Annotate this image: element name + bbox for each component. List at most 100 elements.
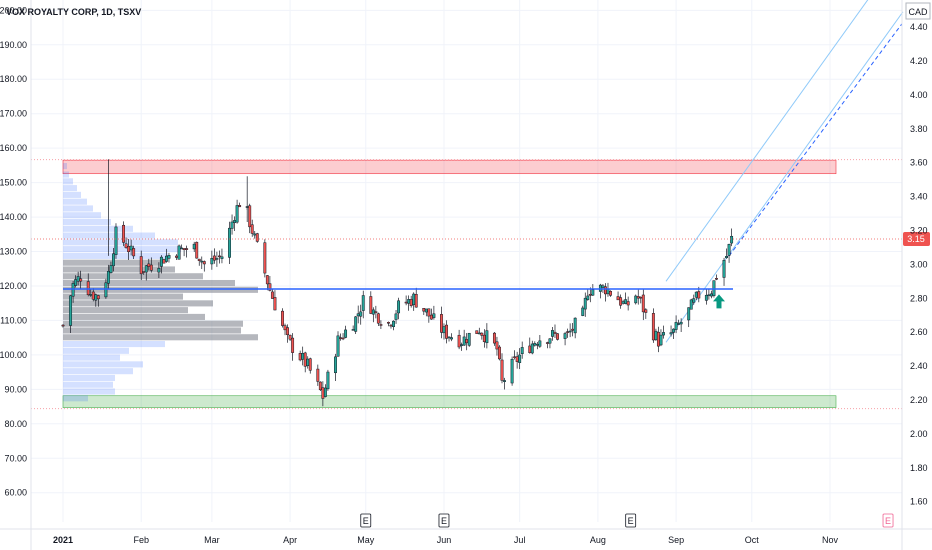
candle-body xyxy=(195,241,199,259)
candle-body xyxy=(235,205,239,223)
candle-body xyxy=(389,324,393,327)
x-tick-label: Jun xyxy=(437,535,452,545)
volume-profile-bar xyxy=(63,279,235,287)
candle-body xyxy=(445,324,448,339)
currency-box xyxy=(905,2,931,20)
left-tick-label: 200.00 xyxy=(0,5,27,15)
candle-body xyxy=(308,358,312,371)
currency-label: CAD xyxy=(908,7,928,17)
x-tick-label: Apr xyxy=(283,535,297,545)
candle-body xyxy=(159,256,163,267)
candle-body xyxy=(127,246,131,253)
candle-body xyxy=(583,297,587,310)
x-tick-label: Feb xyxy=(133,535,149,545)
earnings-marker-icon xyxy=(438,513,450,528)
candle-body xyxy=(518,354,522,363)
chart-title: VOX ROYALTY CORP, 1D, TSXV xyxy=(6,7,141,17)
candle-body xyxy=(344,329,348,338)
candle-body xyxy=(129,245,133,251)
volume-profile-bar xyxy=(63,388,115,395)
support-zone xyxy=(62,395,837,408)
x-tick-label: Nov xyxy=(822,535,839,545)
candle-body xyxy=(528,345,532,353)
candle-body xyxy=(510,358,514,384)
candle-body xyxy=(265,275,269,285)
candle-body xyxy=(303,352,307,367)
left-tick-label: 100.00 xyxy=(0,350,27,360)
candle-body xyxy=(672,328,676,333)
candle-body xyxy=(351,329,355,331)
candle-body xyxy=(480,332,484,336)
candle-body xyxy=(248,205,252,228)
candle-body xyxy=(538,340,542,347)
candle-body xyxy=(167,255,171,259)
candle-body xyxy=(636,296,640,299)
candle-body xyxy=(427,308,431,317)
x-tick-label: Oct xyxy=(745,535,760,545)
left-tick-label: 180.00 xyxy=(0,74,27,84)
candle-body xyxy=(407,299,411,304)
candle-body xyxy=(619,297,623,306)
candle-body xyxy=(175,255,178,258)
right-tick-label: 1.60 xyxy=(910,497,928,507)
candle-body xyxy=(530,343,534,354)
candle-body xyxy=(255,233,259,242)
candle-body xyxy=(520,347,524,354)
candle-body xyxy=(144,265,148,273)
left-tick-label: 60.00 xyxy=(4,488,27,498)
right-tick-label: 2.40 xyxy=(910,361,928,371)
candle-body xyxy=(321,387,325,399)
candle-body xyxy=(588,293,592,296)
volume-profile-bar xyxy=(63,239,178,246)
candle-body xyxy=(656,331,660,347)
right-tick-label: 3.20 xyxy=(910,225,928,235)
volume-profile-bar xyxy=(63,361,143,368)
candle-body xyxy=(147,263,151,267)
candle-body xyxy=(270,291,274,299)
candle-body xyxy=(106,271,110,284)
candle-body xyxy=(139,256,143,275)
volume-profile-bar xyxy=(63,368,133,375)
candle-body xyxy=(606,289,610,295)
candle-body xyxy=(273,297,277,311)
volume-profile-bar xyxy=(63,340,165,348)
candle-body xyxy=(157,268,161,273)
volume-profile-bar xyxy=(63,191,81,198)
channel-mid-line xyxy=(728,23,903,257)
candle-body xyxy=(230,221,234,229)
volume-profile-bar xyxy=(63,354,120,361)
candle-body xyxy=(162,259,166,264)
volume-profile-bar xyxy=(63,198,87,205)
candle-body xyxy=(149,264,153,271)
volume-profile-bar xyxy=(63,307,188,314)
candle-body xyxy=(709,293,713,297)
candle-body xyxy=(387,322,390,324)
candle-body xyxy=(392,320,395,327)
candle-body xyxy=(432,313,436,318)
right-tick-label: 4.00 xyxy=(910,90,928,100)
entry-arrow-icon xyxy=(712,294,725,309)
volume-profile xyxy=(63,163,258,402)
candle-body xyxy=(482,334,486,343)
right-tick-label: 2.80 xyxy=(910,293,928,303)
candle-body xyxy=(604,286,607,295)
earnings-marker-label: E xyxy=(628,516,634,526)
candle-body xyxy=(61,324,65,327)
candle-body xyxy=(601,285,605,288)
candle-body xyxy=(124,243,128,248)
volume-profile-bar xyxy=(63,185,77,192)
candle-body xyxy=(326,371,330,390)
candle-body xyxy=(659,334,663,346)
candle-body xyxy=(376,313,380,324)
volume-profile-bar xyxy=(63,205,93,212)
volume-profile-bar xyxy=(63,252,168,259)
right-tick-label: 4.40 xyxy=(910,22,928,32)
channel-upper-line xyxy=(665,0,869,282)
candle-body xyxy=(654,330,658,340)
candle-body xyxy=(94,294,98,301)
left-tick-label: 70.00 xyxy=(4,453,27,463)
left-tick-label: 170.00 xyxy=(0,109,27,119)
candle-body xyxy=(263,242,267,274)
candle-body xyxy=(409,299,413,306)
